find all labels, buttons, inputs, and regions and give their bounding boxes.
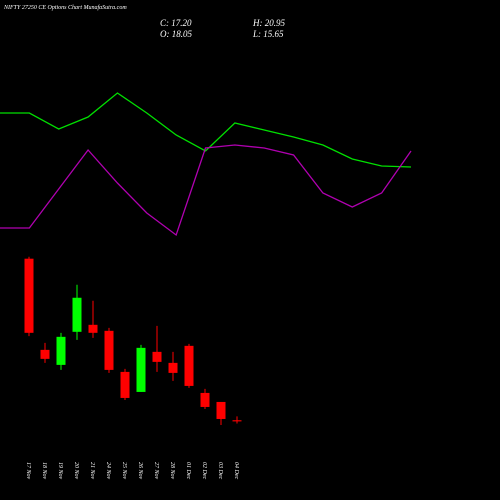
x-tick-label: 21 Nov — [89, 462, 95, 480]
x-tick-label: 19 Nov — [57, 462, 63, 480]
line-series — [0, 92, 412, 168]
x-tick-label: 17 Nov — [25, 462, 31, 480]
candle-body — [232, 420, 242, 422]
candle-body — [184, 345, 194, 386]
open-label: O: 18.05 — [160, 29, 192, 39]
candle-body — [40, 349, 50, 359]
x-tick-label: 25 Nov — [121, 462, 127, 480]
candle-body — [72, 297, 82, 332]
x-tick-label: 28 Nov — [169, 462, 175, 480]
x-tick-label: 24 Nov — [105, 462, 112, 480]
candle-body — [104, 330, 114, 370]
close-label: C: 17.20 — [160, 18, 192, 28]
candle-body — [88, 324, 98, 333]
candle-body — [200, 392, 210, 407]
candle-body — [136, 347, 146, 392]
x-tick-label: 03 Dec — [217, 462, 223, 479]
candle-body — [56, 336, 66, 365]
x-tick-label: 27 Nov — [153, 462, 159, 480]
high-label: H: 20.95 — [252, 18, 285, 28]
x-tick-label: 04 Dec — [233, 462, 240, 479]
line-series — [0, 144, 412, 237]
x-tick-label: 20 Nov — [73, 462, 79, 480]
candle-body — [24, 258, 34, 333]
x-tick-label: 02 Dec — [201, 462, 207, 479]
x-tick-label: 18 Nov — [41, 462, 47, 480]
candle-body — [120, 371, 130, 398]
x-tick-label: 01 Dec — [185, 462, 191, 479]
x-tick-label: 26 Nov — [137, 462, 143, 480]
candle-body — [168, 362, 178, 373]
candle-body — [152, 351, 162, 362]
candle-body — [216, 401, 226, 419]
low-label: L: 15.65 — [252, 29, 284, 39]
chart-title: NIFTY 27250 CE Options Chart MunafaSutra… — [3, 4, 127, 11]
